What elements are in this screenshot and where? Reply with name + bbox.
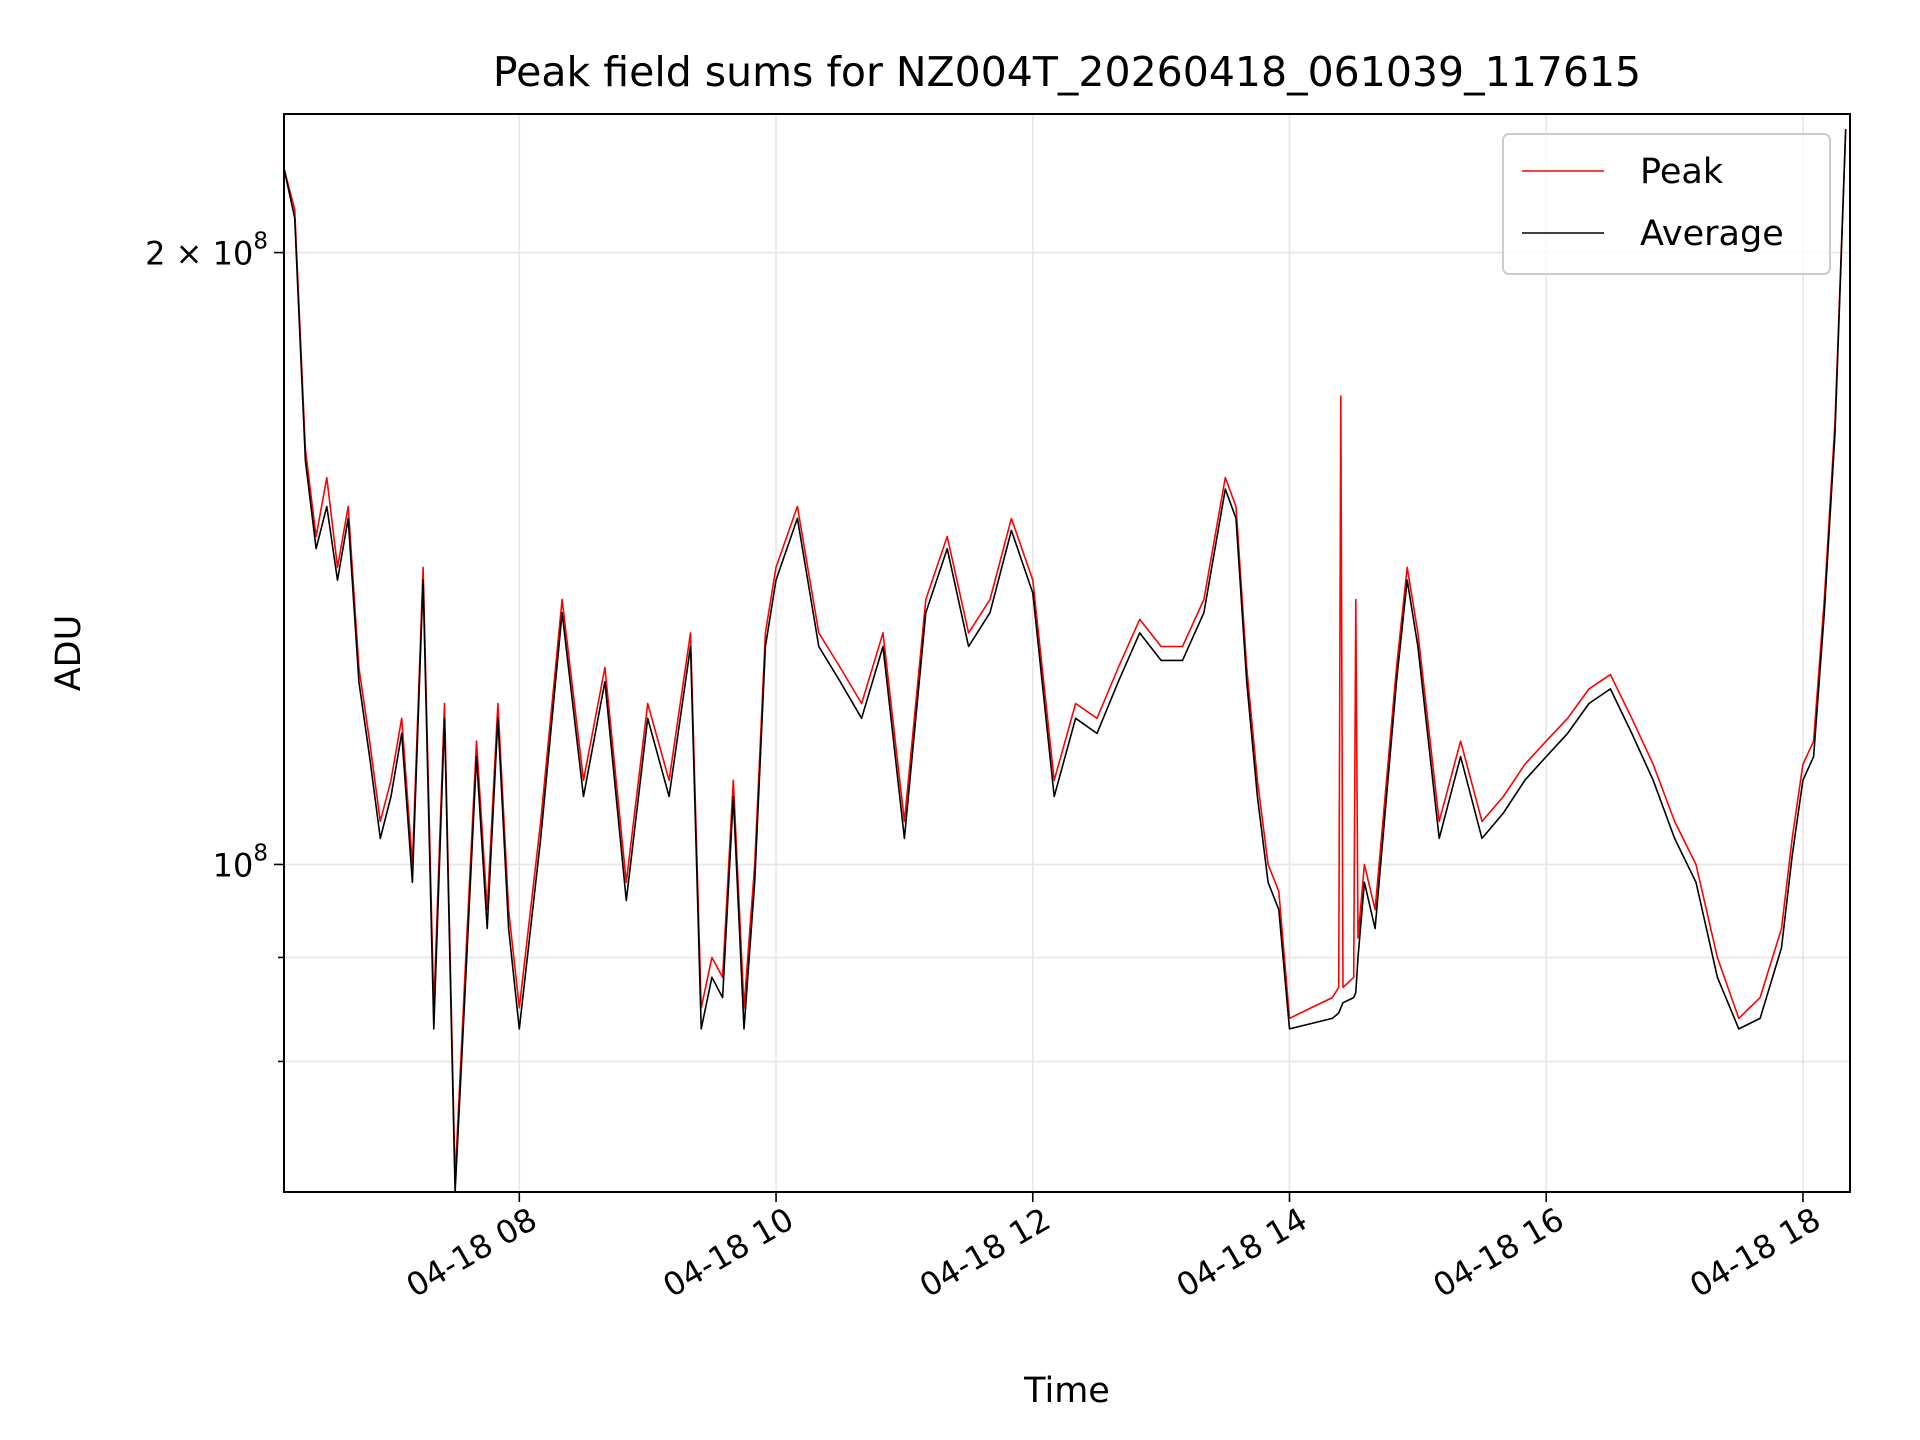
plot-frame [283, 113, 1851, 1193]
y-tick-label: 2 × 108 [145, 229, 268, 273]
legend: Peak Average [1502, 133, 1831, 275]
series-line-average [284, 129, 1847, 1192]
series-line-peak [284, 129, 1847, 1181]
series-layer [284, 129, 1847, 1192]
grid-layer [284, 114, 1850, 1192]
y-tick-label-base: 2 × 10 [145, 235, 253, 273]
plot-layer [284, 129, 1847, 1192]
x-axis-label: Time [1023, 1371, 1110, 1411]
legend-box [1502, 133, 1831, 275]
y-tick-label-exponent: 8 [253, 840, 268, 866]
chart-title: Peak field sums for NZ004T_20260418_0610… [493, 48, 1641, 96]
legend-label-average: Average [1640, 214, 1784, 254]
y-axis-label: ADU [49, 615, 89, 692]
y-tick-label-exponent: 8 [253, 229, 268, 255]
legend-label-peak: Peak [1640, 152, 1724, 192]
y-tick-label: 108 [213, 840, 268, 884]
y-tick-label-base: 10 [213, 846, 254, 884]
